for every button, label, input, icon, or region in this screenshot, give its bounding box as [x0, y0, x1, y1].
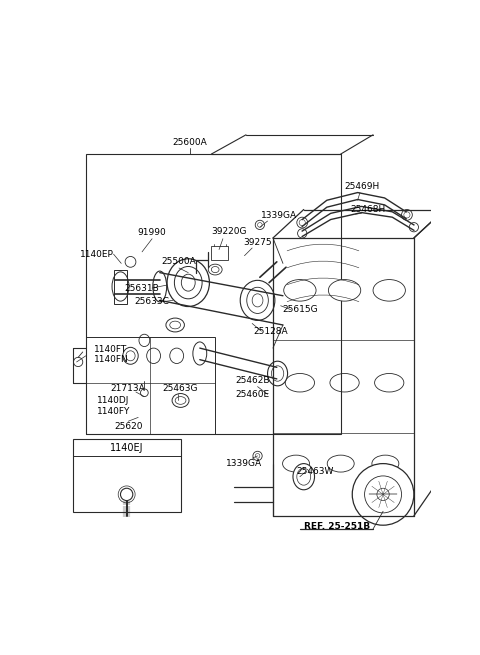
Text: 1339GA: 1339GA	[261, 211, 297, 220]
Bar	[86, 337, 215, 434]
Circle shape	[377, 488, 389, 500]
Ellipse shape	[252, 294, 263, 307]
Text: REF. 25-251B: REF. 25-251B	[304, 522, 370, 531]
Text: 39220G: 39220G	[211, 227, 247, 236]
Ellipse shape	[240, 280, 275, 320]
Text: 25469H: 25469H	[344, 182, 379, 191]
Text: 25620: 25620	[114, 422, 143, 431]
Circle shape	[255, 220, 264, 229]
Text: 1339GA: 1339GA	[227, 459, 263, 468]
Text: 1140DJ: 1140DJ	[97, 396, 130, 405]
Ellipse shape	[172, 394, 189, 407]
Circle shape	[125, 257, 136, 267]
Text: 25462B: 25462B	[235, 376, 269, 385]
Text: 25500A: 25500A	[162, 257, 196, 267]
Circle shape	[409, 223, 419, 232]
Bar	[86, 154, 341, 434]
Text: 39275: 39275	[243, 238, 272, 247]
Bar	[114, 270, 127, 304]
Circle shape	[298, 229, 307, 238]
Text: 1140EJ: 1140EJ	[110, 443, 144, 453]
Ellipse shape	[267, 361, 288, 386]
Ellipse shape	[284, 280, 316, 301]
Text: 1140FN: 1140FN	[94, 355, 128, 364]
Ellipse shape	[170, 321, 180, 329]
Bar	[211, 246, 228, 260]
Text: 91990: 91990	[138, 228, 167, 237]
Circle shape	[402, 210, 412, 220]
Bar	[73, 439, 180, 512]
Text: 25460E: 25460E	[235, 390, 269, 399]
Text: 25615G: 25615G	[282, 305, 318, 314]
Circle shape	[365, 476, 402, 513]
Text: 1140FY: 1140FY	[97, 407, 131, 416]
Ellipse shape	[126, 351, 135, 361]
Ellipse shape	[167, 259, 209, 307]
Text: 25633C: 25633C	[134, 297, 169, 307]
Text: 21713A: 21713A	[111, 384, 145, 392]
Text: 25631B: 25631B	[125, 284, 159, 293]
Text: 1140EP: 1140EP	[81, 250, 114, 259]
Circle shape	[404, 212, 410, 218]
Ellipse shape	[328, 280, 361, 301]
Circle shape	[352, 464, 414, 525]
Ellipse shape	[293, 464, 314, 490]
Text: 25463W: 25463W	[297, 467, 334, 476]
Text: 25463G: 25463G	[163, 384, 198, 392]
Ellipse shape	[208, 264, 222, 275]
Text: 25128A: 25128A	[253, 327, 288, 335]
Circle shape	[299, 219, 305, 226]
Ellipse shape	[153, 271, 167, 302]
Circle shape	[141, 389, 148, 397]
Ellipse shape	[373, 280, 406, 301]
Text: 1140FT: 1140FT	[94, 345, 127, 354]
Text: 25600A: 25600A	[172, 138, 207, 147]
Circle shape	[297, 217, 308, 228]
Circle shape	[253, 451, 262, 460]
Ellipse shape	[181, 274, 195, 291]
Text: 25468H: 25468H	[350, 205, 385, 214]
